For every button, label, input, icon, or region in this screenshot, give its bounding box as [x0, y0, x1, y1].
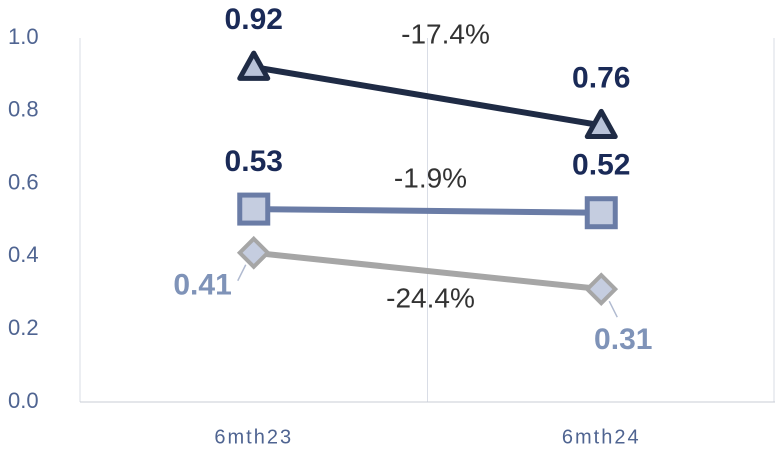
series-line: [253, 249, 602, 293]
data-label: 0.92: [225, 3, 283, 36]
data-label: 0.53: [225, 145, 283, 178]
y-tick-label: 0.2: [8, 315, 39, 340]
data-label: 0.52: [572, 149, 630, 182]
y-tick-label: 1.0: [8, 24, 39, 49]
change-annotation: -24.4%: [386, 282, 475, 313]
data-label: 0.41: [173, 269, 231, 302]
marker: [236, 235, 271, 270]
x-tick-label: 6mth24: [562, 426, 641, 448]
y-tick-label: 0.6: [8, 169, 39, 194]
x-tick-label: 6mth23: [214, 426, 293, 448]
change-annotation: -17.4%: [401, 18, 490, 49]
y-tick-label: 0.0: [8, 388, 39, 413]
data-label: 0.31: [594, 323, 652, 356]
y-tick-label: 0.4: [8, 242, 39, 267]
data-label: 0.76: [572, 61, 630, 94]
y-tick-label: 0.8: [8, 97, 39, 122]
marker: [237, 192, 271, 226]
marker: [584, 108, 618, 140]
marker: [584, 272, 619, 306]
marker: [584, 196, 618, 230]
series-line: [253, 64, 602, 129]
change-annotation: -1.9%: [394, 162, 467, 193]
leader-line: [608, 300, 618, 318]
series-line: [253, 206, 602, 216]
marker: [237, 50, 271, 81]
leader-line: [237, 264, 247, 282]
